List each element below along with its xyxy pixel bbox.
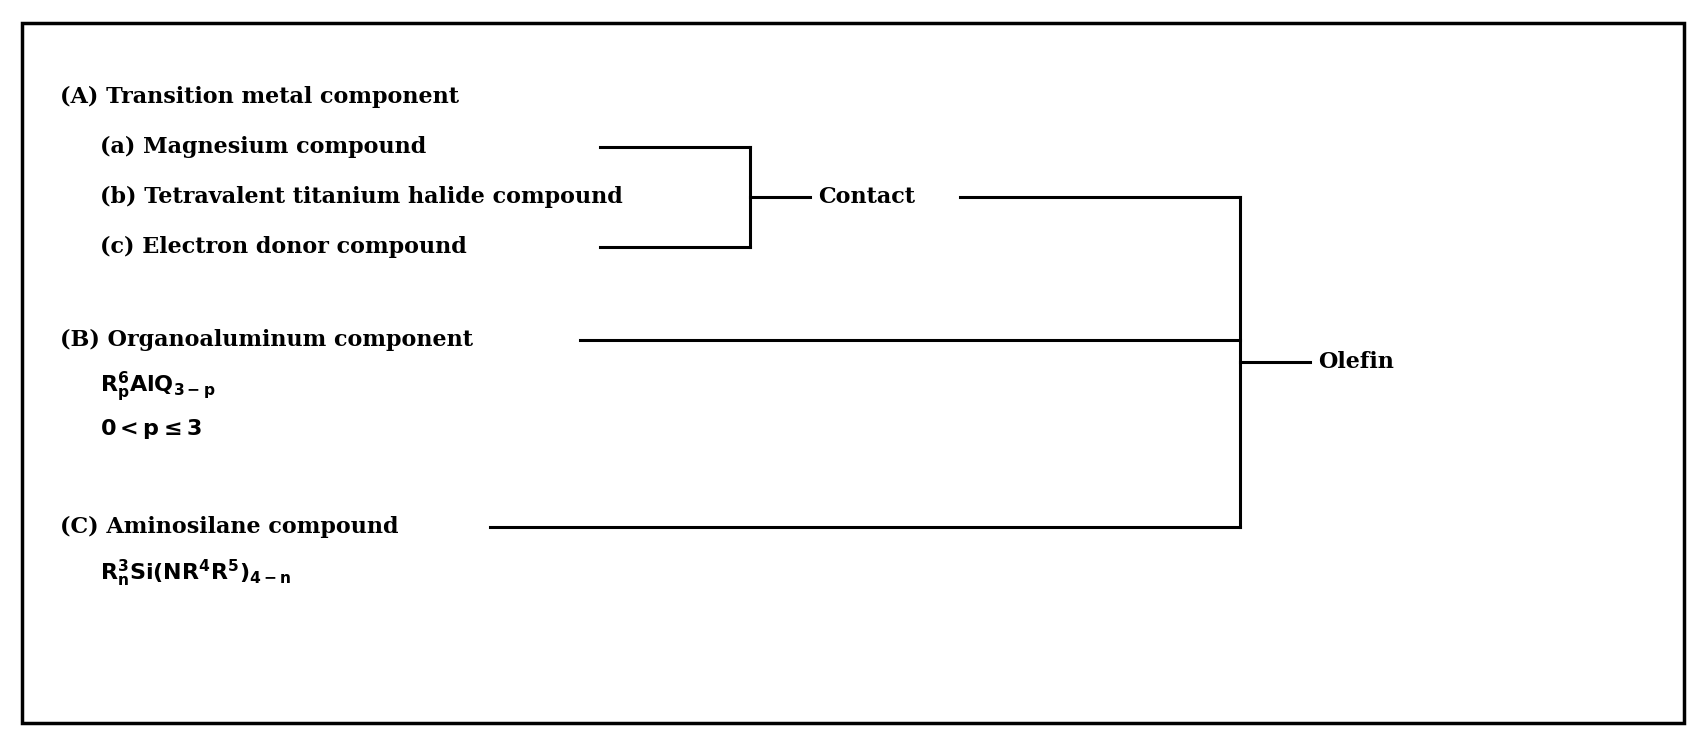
Text: $\mathbf{R^6_pAlQ_{3-p}}$: $\mathbf{R^6_pAlQ_{3-p}}$ [101,370,215,405]
Text: Contact: Contact [818,186,915,208]
Text: (A) Transition metal component: (A) Transition metal component [60,86,459,108]
Text: (B) Organoaluminum component: (B) Organoaluminum component [60,329,473,351]
Text: (c) Electron donor compound: (c) Electron donor compound [101,236,466,258]
Text: Olefin: Olefin [1318,351,1393,373]
Text: $\mathbf{R^3_nSi(NR^4R^5)_{4-n}}$: $\mathbf{R^3_nSi(NR^4R^5)_{4-n}}$ [101,557,290,589]
Text: (a) Magnesium compound: (a) Magnesium compound [101,136,427,158]
Text: $\mathbf{0{<}p{\leq}3}$: $\mathbf{0{<}p{\leq}3}$ [101,417,201,441]
Text: (C) Aminosilane compound: (C) Aminosilane compound [60,516,398,538]
Text: (b) Tetravalent titanium halide compound: (b) Tetravalent titanium halide compound [101,186,623,208]
